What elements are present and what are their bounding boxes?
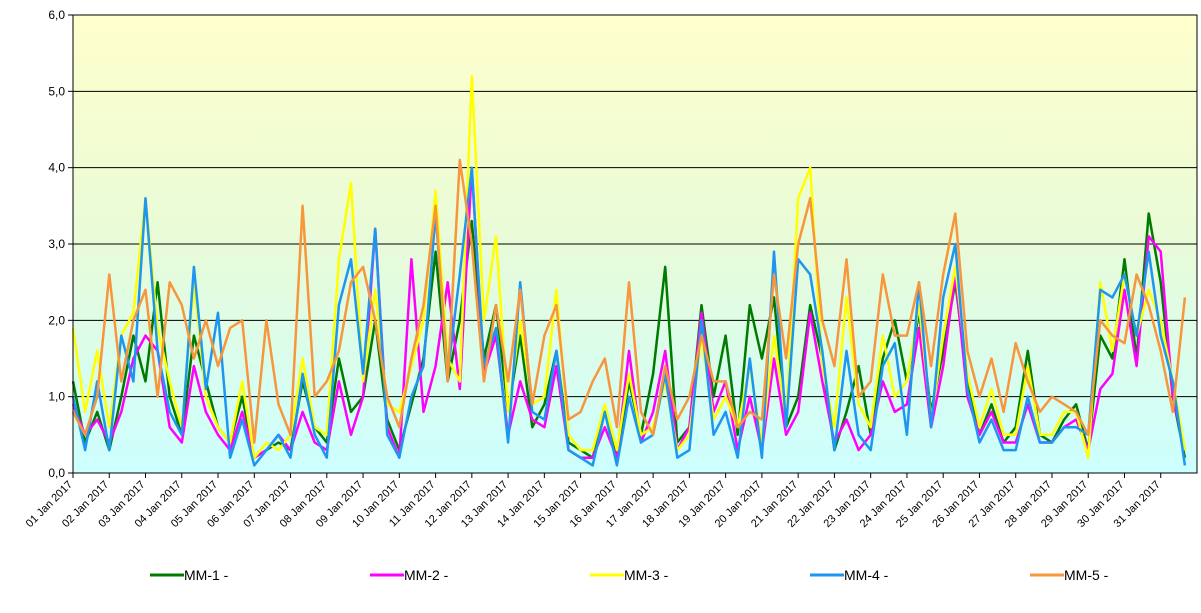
series-line [71, 74, 1187, 459]
y-tick-label: 6,0 [48, 8, 65, 22]
legend-label: MM-1 - [184, 567, 229, 583]
series-line [71, 166, 1187, 459]
y-tick-label: 1,0 [48, 390, 65, 404]
legend-label: MM-4 - [844, 567, 889, 583]
series-line [71, 158, 1187, 444]
legend-label: MM-2 - [404, 567, 449, 583]
series-line [71, 166, 1187, 467]
y-tick-label: 5,0 [48, 84, 65, 98]
legend-label: MM-3 - [624, 567, 669, 583]
y-tick-label: 2,0 [48, 313, 65, 327]
y-tick-label: 4,0 [48, 161, 65, 175]
lines [71, 74, 1187, 467]
y-tick-label: 3,0 [48, 237, 65, 251]
legend-label: MM-5 - [1064, 567, 1109, 583]
y-tick-label: 0,0 [48, 466, 65, 480]
